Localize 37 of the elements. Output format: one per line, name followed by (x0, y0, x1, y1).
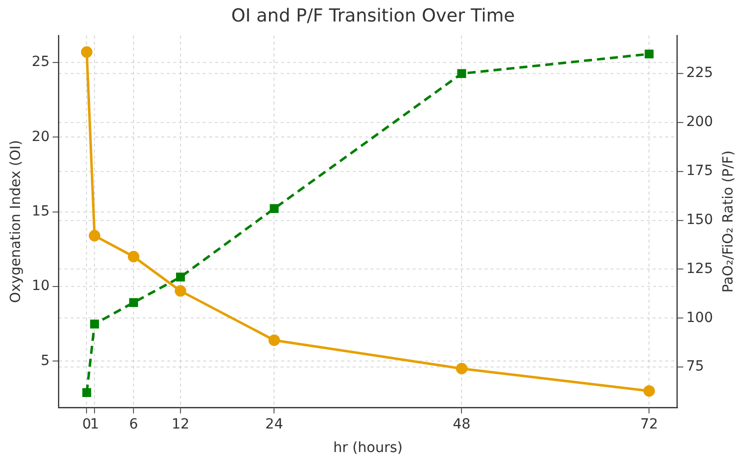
x-tick-label: 1 (90, 416, 100, 432)
point (457, 69, 466, 78)
y-tick-label: 20 (32, 128, 50, 145)
y2-tick-label: 200 (686, 114, 714, 130)
y2-tick-label: 125 (686, 260, 714, 277)
point (174, 285, 186, 297)
point (270, 204, 279, 214)
y2-tick-label: 100 (686, 310, 714, 326)
y-tick-label: 10 (32, 278, 50, 294)
y-axis-title: Oxygenation Index (OI) (8, 140, 24, 303)
point (176, 272, 185, 282)
x-tick-label: 0 (82, 416, 92, 432)
point (90, 320, 99, 328)
point (82, 388, 92, 397)
point (268, 334, 280, 346)
y2-tick-label: 175 (686, 163, 714, 180)
point (644, 50, 654, 58)
y2-tick-label: 75 (686, 358, 704, 375)
y2-tick-label: 225 (686, 65, 714, 82)
x-tick-label: 72 (640, 416, 658, 432)
point (456, 362, 468, 374)
x-tick-label: 12 (172, 416, 190, 432)
x-tick-label: 6 (129, 416, 138, 432)
point (129, 298, 138, 307)
y2-axis-title: PaO₂/FiO₂ Ratio (P/F) (720, 150, 737, 293)
y-tick-label: 15 (32, 203, 50, 220)
y-tick-label: 25 (32, 54, 50, 70)
point (643, 385, 655, 397)
point (128, 250, 140, 262)
x-tick-label: 24 (265, 416, 284, 432)
y-tick-label: 5 (40, 352, 50, 369)
point (88, 230, 100, 242)
chart-title: OI and P/F Transition Over Time (231, 5, 515, 26)
point (80, 46, 92, 58)
y2-tick-label: 150 (686, 212, 714, 228)
x-tick-label: 48 (452, 416, 471, 432)
x-axis-title: hr (hours) (333, 440, 403, 456)
